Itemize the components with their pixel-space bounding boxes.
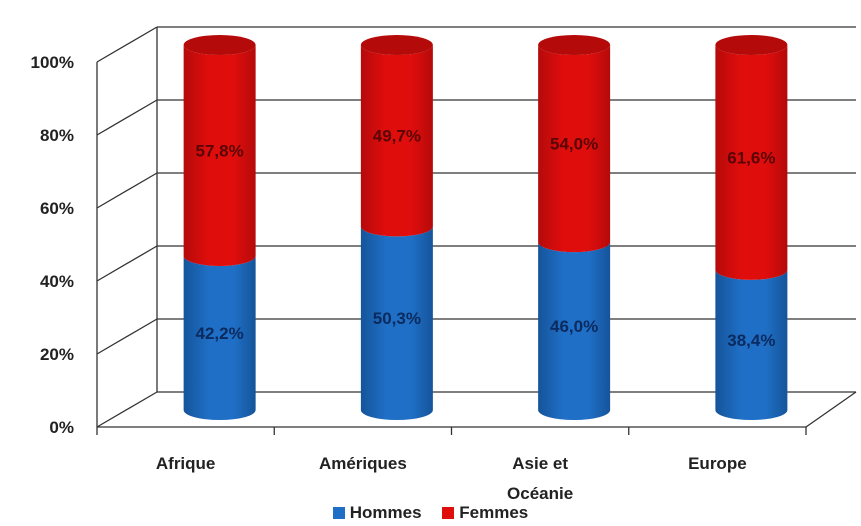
bar-femmes-1 <box>360 45 433 237</box>
x-category-label: Amériques <box>319 454 407 473</box>
bar-top-cap-1 <box>360 35 433 55</box>
bar-top-cap-2 <box>538 35 611 55</box>
legend-swatch-femmes <box>442 507 455 519</box>
y-tick-label: 0% <box>49 418 74 437</box>
chart-legend: Hommes Femmes <box>0 503 861 523</box>
legend-swatch-hommes <box>332 507 345 519</box>
bar-hommes-2 <box>538 242 611 420</box>
gridline-side-0 <box>96 391 158 428</box>
y-tick-label: 20% <box>40 345 74 364</box>
data-label-femmes-0: 57,8% <box>196 141 244 160</box>
x-category-label: Océanie <box>507 484 573 503</box>
y-tick-label: 40% <box>40 272 74 291</box>
data-label-hommes-0: 42,2% <box>196 324 244 343</box>
x-category-label: Europe <box>688 454 747 473</box>
y-tick-label: 80% <box>40 126 74 145</box>
gridline-side-4 <box>96 99 158 136</box>
data-label-hommes-2: 46,0% <box>550 317 598 336</box>
bar-femmes-3 <box>715 45 788 280</box>
bar-top-cap-3 <box>715 35 788 55</box>
bar-femmes-0 <box>183 45 256 266</box>
bar-top-cap-0 <box>183 35 256 55</box>
gridline-side-5 <box>96 26 158 63</box>
legend-label-hommes: Hommes <box>349 503 422 522</box>
data-label-hommes-3: 38,4% <box>727 331 775 350</box>
gridline-side-1 <box>96 318 158 355</box>
x-category-label: Afrique <box>156 454 216 473</box>
bar-hommes-0 <box>183 255 256 420</box>
y-tick-label: 100% <box>31 53 74 72</box>
x-category-label: Asie et <box>512 454 568 473</box>
legend-item-femmes: Femmes <box>442 503 528 523</box>
data-label-femmes-2: 54,0% <box>550 135 598 154</box>
data-label-femmes-1: 49,7% <box>373 127 421 146</box>
y-tick-label: 60% <box>40 199 74 218</box>
bar-hommes-1 <box>360 226 433 420</box>
legend-item-hommes: Hommes <box>332 503 422 523</box>
legend-label-femmes: Femmes <box>459 503 529 522</box>
gridline-side-2 <box>96 245 158 282</box>
data-label-hommes-1: 50,3% <box>373 309 421 328</box>
gridline-side-3 <box>96 172 158 209</box>
bar-hommes-3 <box>715 269 788 420</box>
floor-edge <box>805 391 857 428</box>
bar-femmes-2 <box>538 45 611 253</box>
data-label-femmes-3: 61,6% <box>727 148 775 167</box>
